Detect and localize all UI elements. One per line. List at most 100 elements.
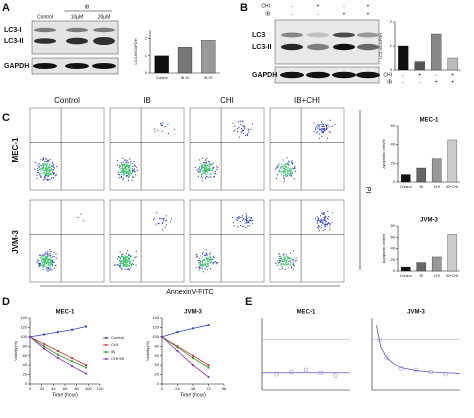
flow-dot [290, 173, 292, 175]
flow-dot [42, 254, 44, 256]
flow-dot [209, 163, 211, 165]
flow-dot [285, 264, 287, 266]
flow-dot [50, 177, 53, 179]
flow-dot [198, 269, 200, 271]
flow-dot [239, 220, 241, 222]
point [160, 335, 164, 338]
flow-dot [132, 165, 134, 167]
flow-dot [205, 169, 207, 171]
flow-dot [122, 157, 124, 159]
flow-plot [109, 107, 185, 191]
flow-dot [285, 166, 287, 168]
flow-dot [318, 226, 320, 228]
flow-dot [250, 129, 252, 131]
flow-dot [205, 167, 208, 169]
band [307, 43, 329, 51]
flow-dot [127, 268, 129, 270]
flow-dot [206, 256, 208, 258]
flow-dot [43, 264, 46, 266]
flow-dot [329, 229, 331, 231]
flow-dot [117, 256, 120, 258]
x-tick-label: IB 10 [181, 76, 189, 80]
flow-dot [286, 157, 288, 159]
flow-dot [40, 175, 42, 177]
flow-dot [281, 258, 283, 260]
flow-dot [196, 169, 198, 171]
flow-dot [199, 265, 202, 267]
flow-dot [131, 179, 133, 181]
flow-plot [269, 107, 345, 191]
band [93, 37, 115, 45]
flow-dot [162, 122, 164, 124]
flow-dot [331, 125, 333, 127]
flow-dot [126, 160, 128, 162]
x-tick-label: CHI [434, 274, 440, 278]
flow-dot [128, 171, 130, 173]
flow-dot [318, 126, 320, 128]
x-tick-label: 40 [51, 386, 56, 391]
flow-dot [54, 264, 57, 267]
flow-dot [206, 269, 208, 271]
flow-dot [203, 166, 205, 169]
flow-dot [157, 129, 159, 132]
flow-dot [239, 120, 241, 122]
flow-dot [45, 259, 47, 261]
flow-dot [294, 167, 296, 169]
flow-dot [127, 161, 129, 163]
flow-dot [50, 165, 52, 167]
flow-dot [285, 163, 287, 166]
flow-dot [244, 125, 246, 127]
y-tick-label: 40 [391, 142, 396, 147]
flow-dot [313, 122, 315, 124]
row-label: JVM-3 [11, 230, 20, 254]
flow-dot [123, 163, 125, 165]
flow-dot [119, 264, 121, 266]
flow-dot [48, 268, 50, 270]
flow-dot [41, 266, 44, 268]
flow-dot [280, 166, 282, 168]
flow-dot [199, 255, 201, 257]
flow-dot [210, 164, 212, 166]
flow-dot [283, 177, 285, 179]
point [303, 367, 309, 373]
flow-dot [125, 159, 127, 161]
flow-dot [320, 135, 323, 137]
point [191, 327, 195, 330]
flow-dot [83, 220, 85, 222]
flow-dot [127, 260, 129, 262]
flow-dot [198, 159, 200, 161]
flow-dot [292, 263, 294, 265]
flow-dot [291, 168, 293, 170]
legend-marker [105, 351, 107, 353]
flow-dot [120, 167, 122, 169]
flow-dot [324, 224, 326, 226]
point [207, 323, 210, 327]
flow-dot [39, 173, 41, 175]
band-label: LC3 [252, 32, 265, 39]
flow-dot [317, 217, 319, 219]
point [28, 335, 32, 338]
y-tick-label: 80 [23, 343, 28, 348]
flow-dot [127, 164, 129, 166]
legend-marker [105, 358, 107, 360]
flow-dot [245, 134, 247, 137]
flow-dot [117, 258, 119, 260]
flow-dot [292, 268, 294, 270]
flow-dot [276, 166, 278, 168]
flow-dot [130, 267, 132, 269]
flow-dot [238, 126, 240, 128]
x-tick-label: 80 [74, 386, 79, 391]
flow-plot [189, 199, 265, 283]
flow-dot [162, 220, 164, 222]
flow-dot [201, 263, 203, 265]
sign: + [367, 11, 370, 17]
flow-dot [282, 159, 284, 161]
flow-dot [117, 164, 119, 166]
chart-title: MEC-1 [420, 118, 439, 124]
flow-dot [281, 266, 283, 268]
y-tick-label: 0 [393, 268, 396, 273]
flow-dot [213, 176, 215, 178]
flow-dot [202, 256, 204, 258]
flow-dot [234, 125, 236, 127]
